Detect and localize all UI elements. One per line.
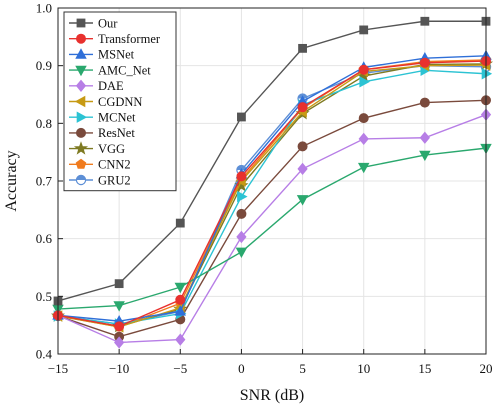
- legend-marker: [74, 95, 86, 108]
- y-tick-label: 0.6: [36, 231, 53, 246]
- data-point: [175, 294, 186, 305]
- series-line: [57, 147, 487, 310]
- series-line: [57, 20, 486, 302]
- x-axis-ticks: −15 −10 −5 0 5 10 15 20: [48, 349, 493, 376]
- series-line: [57, 55, 487, 322]
- data-point: [297, 102, 308, 113]
- legend-item: ResNet: [69, 126, 135, 140]
- legend-item: DAE: [69, 79, 124, 93]
- legend-item: GRU2: [69, 173, 131, 187]
- x-tick-label: 15: [418, 361, 431, 376]
- legend-item: MCNet: [69, 111, 136, 125]
- data-point: [358, 132, 369, 146]
- legend-label: VGG: [98, 142, 125, 156]
- y-tick-label: 0.4: [36, 347, 53, 362]
- series-line: [57, 114, 487, 344]
- legend-label: MCNet: [98, 111, 136, 125]
- y-tick-label: 0.8: [36, 116, 52, 131]
- data-point: [236, 230, 247, 244]
- series-layer: [50, 16, 494, 349]
- data-point: [420, 16, 430, 26]
- legend-label: AMC_Net: [98, 63, 151, 77]
- x-tick-label: 10: [357, 361, 370, 376]
- data-point: [296, 195, 309, 206]
- data-point: [113, 301, 125, 312]
- data-point: [236, 208, 247, 219]
- legend-marker: [75, 174, 87, 186]
- data-point: [174, 282, 187, 294]
- data-point: [358, 113, 369, 124]
- series-line: [57, 60, 487, 328]
- data-point: [114, 336, 125, 349]
- data-point: [237, 112, 246, 122]
- legend-marker: [76, 111, 88, 123]
- data-point: [297, 162, 308, 176]
- legend-marker: [76, 127, 87, 138]
- x-tick-label: −10: [109, 361, 129, 376]
- data-point: [359, 25, 369, 35]
- data-point: [298, 43, 307, 53]
- legend-label: CNN2: [98, 158, 131, 172]
- data-point: [481, 68, 493, 80]
- y-tick-label: 1.0: [36, 1, 52, 16]
- y-axis-ticks: 0.4 0.5 0.6 0.7 0.8 0.9 1.0: [36, 1, 63, 362]
- data-point: [175, 218, 185, 228]
- legend-item: VGG: [69, 141, 125, 156]
- data-point: [419, 57, 430, 68]
- x-axis-label: SNR (dB): [240, 387, 304, 404]
- legend-label: DAE: [98, 79, 124, 93]
- legend-marker: [75, 48, 87, 59]
- legend-label: CGDNN: [98, 95, 142, 109]
- legend-item: CGDNN: [69, 95, 142, 109]
- x-tick-label: 0: [238, 361, 245, 376]
- y-tick-label: 0.7: [36, 174, 53, 189]
- y-axis-label: Accuracy: [3, 150, 20, 211]
- legend-item: AMC_Net: [69, 63, 151, 77]
- legend-marker: [75, 65, 87, 77]
- data-point: [236, 171, 247, 182]
- legend-item: Our: [69, 16, 118, 30]
- legend-marker: [76, 33, 87, 44]
- data-point: [174, 305, 187, 316]
- x-tick-label: −5: [173, 361, 187, 376]
- legend-label: MSNet: [98, 48, 135, 62]
- data-point: [419, 131, 430, 144]
- legend-item: MSNet: [69, 48, 135, 62]
- x-tick-label: 5: [299, 361, 306, 376]
- legend-marker: [75, 79, 87, 92]
- legend-label: GRU2: [98, 173, 131, 187]
- data-point: [357, 162, 370, 174]
- data-point: [237, 190, 248, 203]
- data-point: [359, 76, 370, 88]
- x-tick-label: −15: [48, 361, 68, 376]
- data-point: [358, 64, 369, 75]
- legend-marker: [75, 158, 87, 169]
- legend-label: Transformer: [98, 32, 161, 46]
- legend-marker: [73, 141, 89, 155]
- legend-item: Transformer: [69, 32, 161, 46]
- y-tick-label: 0.9: [36, 58, 52, 73]
- data-point: [297, 141, 308, 152]
- series-line: [57, 99, 487, 338]
- legend-marker: [76, 18, 86, 28]
- data-point: [235, 247, 248, 259]
- legend-label: Our: [98, 16, 118, 30]
- x-tick-label: 20: [480, 361, 493, 376]
- data-point: [419, 97, 430, 108]
- legend-label: ResNet: [98, 126, 135, 140]
- data-point: [175, 333, 186, 346]
- legend-item: CNN2: [69, 158, 131, 172]
- series-line: [57, 64, 487, 328]
- data-point: [114, 321, 125, 332]
- data-point: [419, 150, 431, 162]
- y-tick-label: 0.5: [36, 289, 52, 304]
- data-point: [114, 279, 124, 289]
